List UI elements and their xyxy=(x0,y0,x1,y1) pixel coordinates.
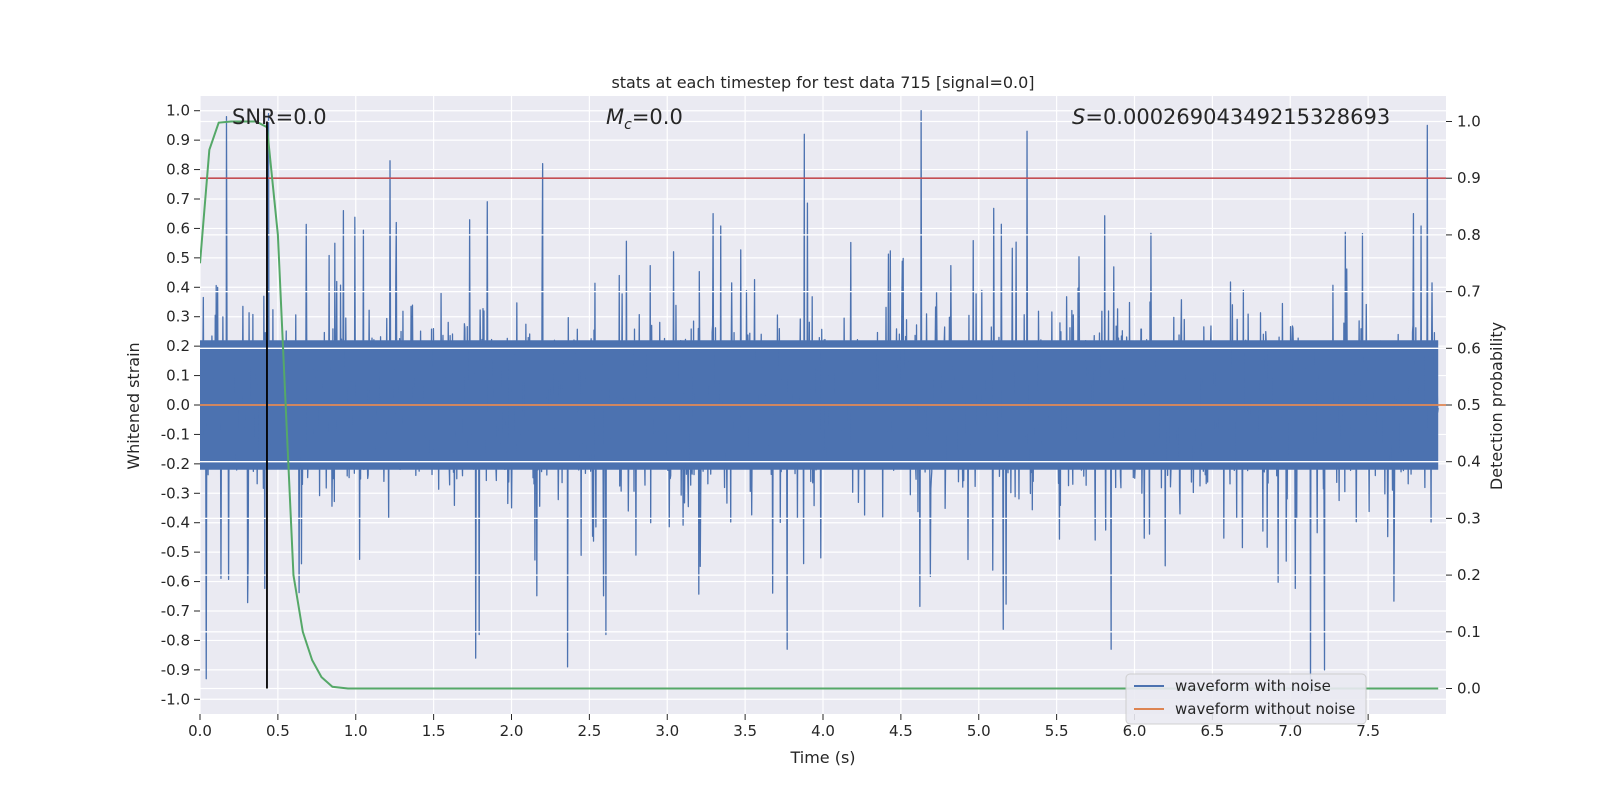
y-tick-label: -1.0 xyxy=(161,690,190,708)
y2-axis-label: Detection probability xyxy=(1487,322,1506,490)
s-value: =0.00026904349215328693 xyxy=(1085,105,1390,129)
y-tick-label: 0.7 xyxy=(166,190,190,208)
x-tick-label: 3.0 xyxy=(655,722,679,740)
x-tick-label: 1.5 xyxy=(422,722,446,740)
y-tick-label: 0.3 xyxy=(166,308,190,326)
y-tick-label: -0.4 xyxy=(161,514,190,532)
detection-probability-line xyxy=(200,120,1439,690)
mc-subscript: c xyxy=(624,117,632,133)
x-tick-label: 2.0 xyxy=(500,722,524,740)
y-tick-label: -0.3 xyxy=(161,484,190,502)
y-tick-label: -0.6 xyxy=(161,573,190,591)
y-tick-label: 0.1 xyxy=(166,367,190,385)
legend-box xyxy=(1125,673,1367,725)
x-tick-label: 6.0 xyxy=(1123,722,1147,740)
x-axis-label: Time (s) xyxy=(789,748,855,767)
x-tick-label: 5.0 xyxy=(967,722,991,740)
y2-tick-label: 0.1 xyxy=(1457,623,1481,641)
mc-value: =0.0 xyxy=(632,105,683,129)
y-tick-label: 0.9 xyxy=(166,131,190,149)
x-tick-label: 0.5 xyxy=(266,722,290,740)
y-tick-label: -0.9 xyxy=(161,661,190,679)
x-tick-label: 0.0 xyxy=(188,722,212,740)
y2-tick-label: 0.9 xyxy=(1457,169,1481,187)
y2-tick-label: 0.7 xyxy=(1457,283,1481,301)
y-tick-label: -0.5 xyxy=(161,543,190,561)
ticks-layer: 0.0 0.5 1.0 1.5 2.0 2.5 3.0 3.5 4.0 4.5 5.0 5.5 6.0 6… xyxy=(161,102,1481,740)
x-tick-label: 7.5 xyxy=(1356,722,1380,740)
y-tick-label: 0.5 xyxy=(166,249,190,267)
legend-clean-label: waveform without noise xyxy=(1175,700,1355,718)
y-tick-label: -0.8 xyxy=(161,631,190,649)
noise-line xyxy=(200,110,1439,695)
x-tick-label: 1.0 xyxy=(344,722,368,740)
y-axis-label: Whitened strain xyxy=(124,342,143,469)
y-tick-label: 1.0 xyxy=(166,102,190,120)
chart-title: stats at each timestep for test data 715… xyxy=(611,73,1034,92)
lines-layer xyxy=(200,120,1446,690)
y2-tick-label: 1.0 xyxy=(1457,113,1481,131)
x-tick-label: 4.5 xyxy=(889,722,913,740)
y2-tick-label: 0.4 xyxy=(1457,453,1481,471)
s-annotation: S=0.00026904349215328693 xyxy=(1072,105,1390,129)
x-tick-label: 5.5 xyxy=(1045,722,1069,740)
y2-tick-label: 0.3 xyxy=(1457,509,1481,527)
y-tick-label: 0.2 xyxy=(166,337,190,355)
mc-symbol: M xyxy=(606,105,624,129)
y-tick-label: 0.8 xyxy=(166,161,190,179)
y2-tick-label: 0.6 xyxy=(1457,339,1481,357)
y2-tick-label: 0.5 xyxy=(1457,396,1481,414)
legend-noise-label: waveform with noise xyxy=(1175,677,1331,695)
y-tick-label: 0.4 xyxy=(166,278,190,296)
s-symbol: S xyxy=(1072,105,1085,129)
x-tick-label: 3.5 xyxy=(733,722,757,740)
x-tick-label: 2.5 xyxy=(577,722,601,740)
y2-tick-label: 0.2 xyxy=(1457,566,1481,584)
x-tick-label: 7.0 xyxy=(1278,722,1302,740)
y-tick-label: -0.7 xyxy=(161,602,190,620)
snr-annotation: SNR=0.0 xyxy=(232,105,327,129)
x-tick-label: 6.5 xyxy=(1200,722,1224,740)
y2-tick-label: 0.0 xyxy=(1457,679,1481,697)
x-tick-label: 4.0 xyxy=(811,722,835,740)
y-tick-label: 0.0 xyxy=(166,396,190,414)
legend: waveform with noise waveform without noi… xyxy=(1125,673,1367,725)
y-tick-label: 0.6 xyxy=(166,219,190,237)
y-tick-label: -0.1 xyxy=(161,425,190,443)
y-tick-label: -0.2 xyxy=(161,455,190,473)
y2-tick-label: 0.8 xyxy=(1457,226,1481,244)
mc-annotation: Mc=0.0 xyxy=(606,105,683,133)
